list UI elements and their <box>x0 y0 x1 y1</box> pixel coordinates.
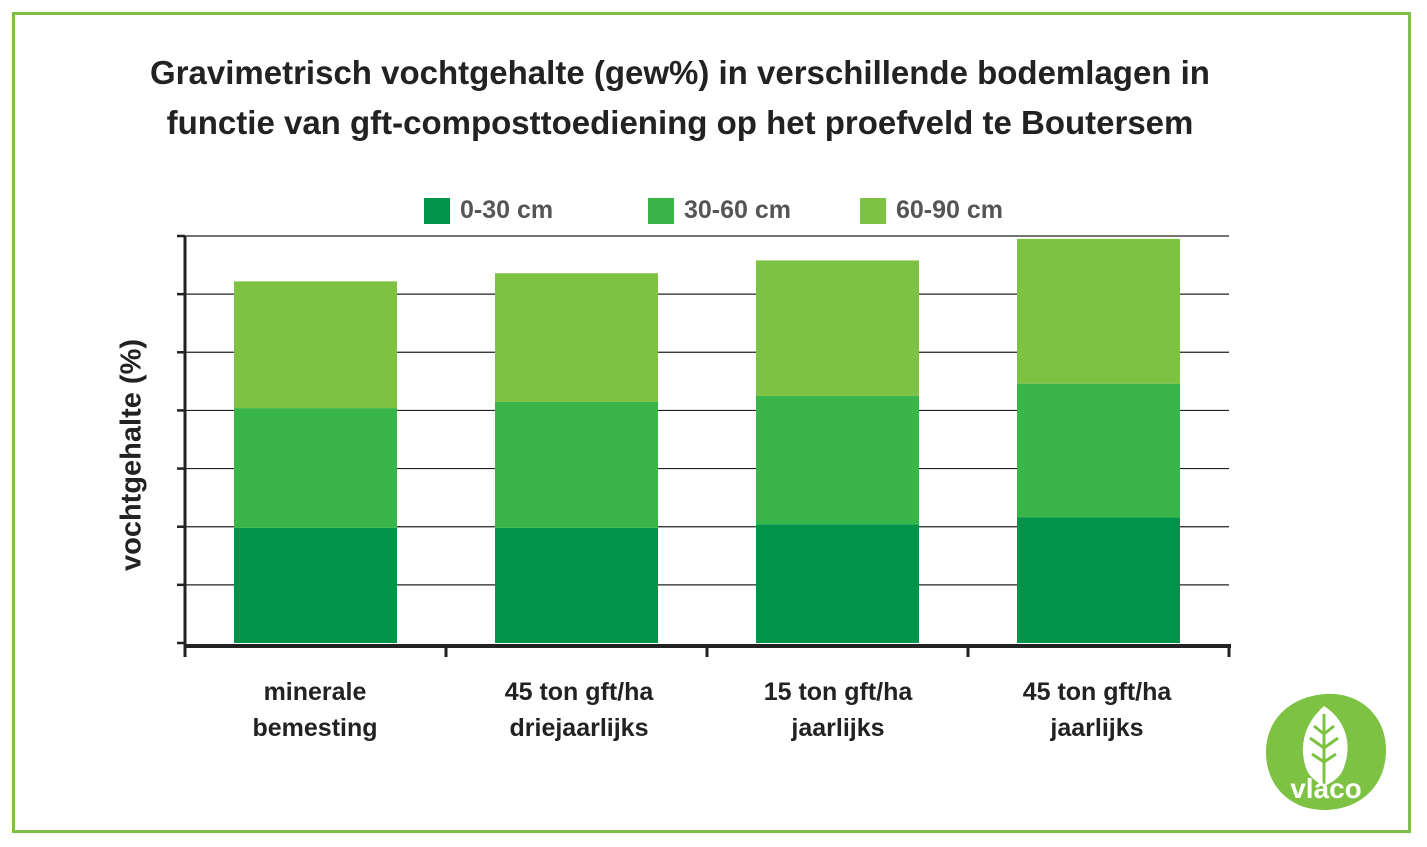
legend-item-0-30: 0-30 cm <box>424 196 553 225</box>
bar-0-30cm-1 <box>234 527 397 643</box>
bar-60-90cm-1 <box>234 281 397 409</box>
bar-0-30cm-3 <box>756 524 919 643</box>
x-tick-label-45-ton-driejaarlijks: 45 ton gft/ha driejaarlijks <box>459 674 699 746</box>
bar-30-60cm-2 <box>495 401 658 528</box>
bar-30-60cm-1 <box>234 408 397 528</box>
chart-frame <box>12 12 1411 833</box>
legend-swatch-0-30 <box>424 197 450 224</box>
x-tick-label-15-ton-jaarlijks: 15 ton gft/ha jaarlijks <box>718 674 958 746</box>
vlaco-logo: vlaco <box>1266 693 1386 810</box>
x-tick-label-line: 15 ton gft/ha <box>763 678 913 706</box>
legend-swatch-30-60 <box>648 197 674 224</box>
legend-label-0-30: 0-30 cm <box>460 196 554 224</box>
x-tick-label-line: driejaarlijks <box>509 714 649 742</box>
bar-0-30cm-2 <box>495 527 658 643</box>
x-tick-label-line: jaarlijks <box>791 714 885 742</box>
bar-60-90cm-4 <box>1017 238 1180 384</box>
x-tick-label-line: 45 ton gft/ha <box>504 678 654 706</box>
legend-item-30-60: 30-60 cm <box>648 196 791 225</box>
bar-30-60cm-4 <box>1017 383 1180 518</box>
chart-title-line-1: Gravimetrisch vochtgehalte (gew%) in ver… <box>150 54 1210 91</box>
x-tick-label-line: 45 ton gft/ha <box>1022 678 1172 706</box>
x-tick-label-line: jaarlijks <box>1050 714 1144 742</box>
chart-title: Gravimetrisch vochtgehalte (gew%) in ver… <box>0 48 1360 148</box>
bar-60-90cm-3 <box>756 260 919 396</box>
bar-0-30cm-4 <box>1017 517 1180 643</box>
x-tick-label-line: minerale <box>263 678 367 706</box>
legend-swatch-60-90 <box>860 197 886 224</box>
x-tick-label-45-ton-jaarlijks: 45 ton gft/ha jaarlijks <box>977 674 1217 746</box>
bar-60-90cm-2 <box>495 273 658 402</box>
x-tick-label-minerale-bemesting: minerale bemesting <box>195 674 435 746</box>
legend-item-60-90: 60-90 cm <box>860 196 1003 225</box>
legend-label-60-90: 60-90 cm <box>896 196 1004 224</box>
logo-text: vlaco <box>1290 773 1362 804</box>
chart-title-line-2: functie van gft-composttoediening op het… <box>166 104 1194 141</box>
bar-30-60cm-3 <box>756 395 919 525</box>
legend-label-30-60: 30-60 cm <box>684 196 792 224</box>
x-tick-label-line: bemesting <box>252 714 378 742</box>
